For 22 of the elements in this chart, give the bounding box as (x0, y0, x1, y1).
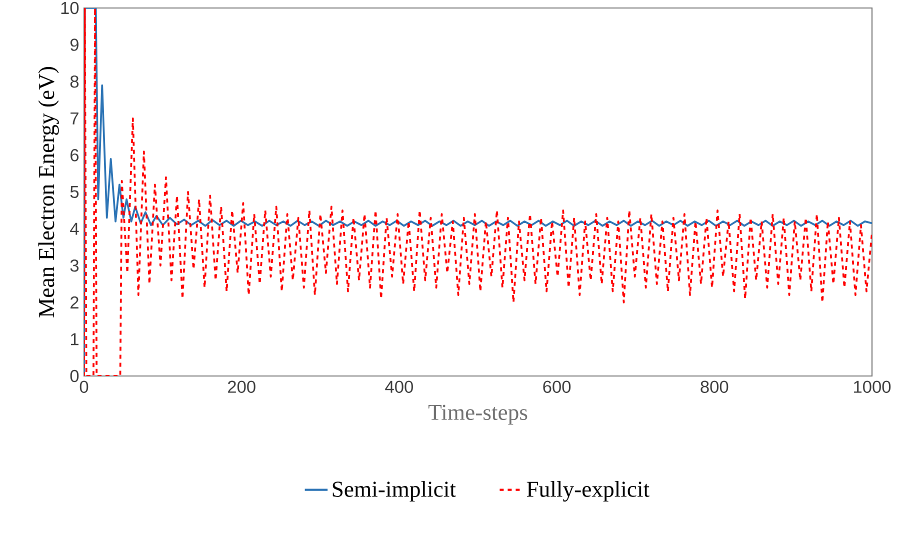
line-series (84, 8, 872, 376)
y-tick-label: 10 (61, 2, 79, 14)
x-tick-label: 600 (543, 380, 571, 393)
y-tick-label: 3 (70, 259, 79, 272)
y-tick-label: 5 (70, 186, 79, 198)
y-tick-label: 9 (70, 38, 78, 51)
x-tick-label: 400 (385, 380, 413, 393)
y-tick-label: 6 (70, 149, 79, 162)
x-tick-label: 1000 (854, 380, 891, 393)
y-tick-label: 4 (70, 222, 79, 235)
y-tick-label: 1 (70, 333, 78, 346)
y-tick-label: 8 (70, 75, 79, 88)
y-tick-label: 0 (70, 370, 79, 382)
x-axis-title: Time-steps (428, 404, 528, 425)
legend-label: Semi-implicit (332, 480, 456, 502)
x-tick-label: 800 (700, 380, 728, 393)
legend-label: Fully-explicit (526, 480, 650, 502)
x-tick-label: 200 (228, 380, 256, 393)
y-axis-title: Mean Electron Energy (eV) (38, 67, 59, 318)
y-tick-label: 2 (70, 296, 78, 308)
y-tick-label: 7 (70, 112, 78, 124)
x-tick-label: 0 (80, 380, 88, 393)
